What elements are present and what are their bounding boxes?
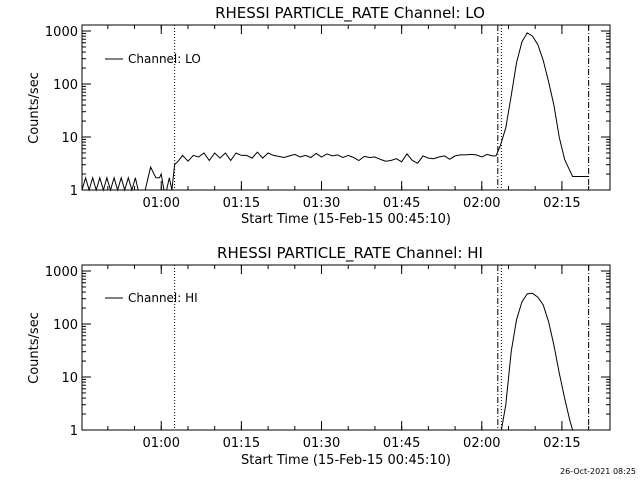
series-line bbox=[500, 292, 574, 431]
y-tick-label: 1 bbox=[70, 184, 78, 199]
x-axis-label: Start Time (15-Feb-15 00:45:10) bbox=[241, 453, 451, 468]
y-tick-label: 1000 bbox=[45, 25, 78, 40]
hi-channel-panel: RHESSI PARTICLE_RATE Channel: HI Counts/… bbox=[27, 244, 611, 468]
plot-frame bbox=[81, 24, 611, 191]
x-tick-label: 01:45 bbox=[383, 196, 420, 211]
lo-channel-panel: RHESSI PARTICLE_RATE Channel: LO Counts/… bbox=[27, 4, 611, 227]
y-tick-label: 1000 bbox=[45, 265, 78, 280]
x-tick-label: 01:00 bbox=[143, 196, 180, 211]
chart-title: RHESSI PARTICLE_RATE Channel: HI bbox=[217, 244, 483, 263]
x-tick-label: 01:30 bbox=[303, 196, 340, 211]
x-tick-label: 01:00 bbox=[143, 436, 180, 451]
x-tick-label: 02:00 bbox=[463, 196, 500, 211]
footer-timestamp: 26-Oct-2021 08:25 bbox=[560, 467, 636, 476]
x-tick-label: 01:30 bbox=[303, 436, 340, 451]
x-tick-label: 02:15 bbox=[543, 436, 580, 451]
y-tick-label: 100 bbox=[53, 318, 78, 333]
y-tick-label: 1 bbox=[70, 424, 78, 439]
y-tick-label: 100 bbox=[53, 78, 78, 93]
y-tick-label: 10 bbox=[61, 131, 78, 146]
legend-label: Channel: HI bbox=[128, 291, 198, 305]
y-axis-label: Counts/sec bbox=[27, 72, 42, 144]
x-tick-label: 01:45 bbox=[383, 436, 420, 451]
plot-frame bbox=[81, 264, 611, 431]
legend: Channel: HI bbox=[105, 291, 198, 305]
legend-label: Channel: LO bbox=[128, 52, 201, 66]
x-tick-label: 02:00 bbox=[463, 436, 500, 451]
legend: Channel: LO bbox=[105, 52, 201, 66]
x-tick-label: 01:15 bbox=[223, 196, 260, 211]
x-tick-label: 02:15 bbox=[543, 196, 580, 211]
x-tick-label: 01:15 bbox=[223, 436, 260, 451]
chart-title: RHESSI PARTICLE_RATE Channel: LO bbox=[215, 4, 485, 23]
x-axis-label: Start Time (15-Feb-15 00:45:10) bbox=[241, 212, 451, 227]
series-line bbox=[81, 32, 589, 192]
y-axis-label: Counts/sec bbox=[27, 312, 42, 384]
y-tick-label: 10 bbox=[61, 371, 78, 386]
